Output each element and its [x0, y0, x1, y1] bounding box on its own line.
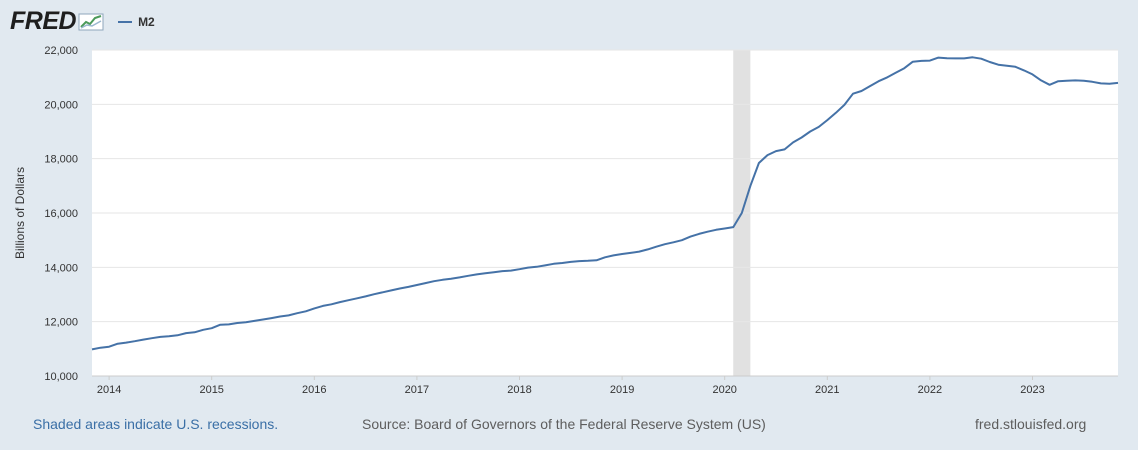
y-axis: 10,000 12,000 14,000 16,000 18,000 20,000 22,0…	[44, 45, 78, 383]
chart-header: FRED M2	[10, 6, 155, 36]
x-tick-label: 2019	[610, 384, 634, 396]
recession-note-link[interactable]: Shaded areas indicate U.S. recessions.	[33, 416, 279, 432]
x-tick-label: 2014	[97, 384, 121, 396]
x-tick-label: 2021	[815, 384, 839, 396]
x-tick-label: 2016	[302, 384, 326, 396]
x-tick-label: 2020	[712, 384, 736, 396]
x-tick-label: 2015	[199, 384, 223, 396]
fred-logo[interactable]: FRED	[10, 7, 77, 35]
y-tick-label: 18,000	[44, 154, 78, 166]
y-tick-label: 20,000	[44, 99, 78, 111]
series-line-m2	[91, 56, 1119, 351]
series-layer	[91, 56, 1119, 351]
x-tick-label: 2022	[918, 384, 942, 396]
y-tick-label: 10,000	[44, 371, 78, 383]
x-tick-label: 2023	[1020, 384, 1044, 396]
line-chart-icon	[78, 13, 104, 31]
x-axis: 2014 2015 2016 2017 2018 2019 2020 2021 2022 2023	[92, 375, 1118, 396]
site-link[interactable]: fred.stlouisfed.org	[975, 416, 1087, 432]
y-tick-label: 16,000	[44, 208, 78, 220]
legend-swatch	[118, 21, 133, 23]
y-tick-label: 22,000	[44, 45, 78, 57]
y-tick-label: 12,000	[44, 317, 78, 329]
legend[interactable]: M2	[118, 15, 155, 29]
x-tick-label: 2018	[507, 384, 531, 396]
y-axis-label: Billions of Dollars	[13, 167, 27, 259]
legend-label-m2: M2	[138, 15, 155, 29]
x-tick-label: 2017	[405, 384, 429, 396]
source-text: Source: Board of Governors of the Federa…	[362, 416, 766, 432]
y-tick-label: 14,000	[44, 262, 78, 274]
